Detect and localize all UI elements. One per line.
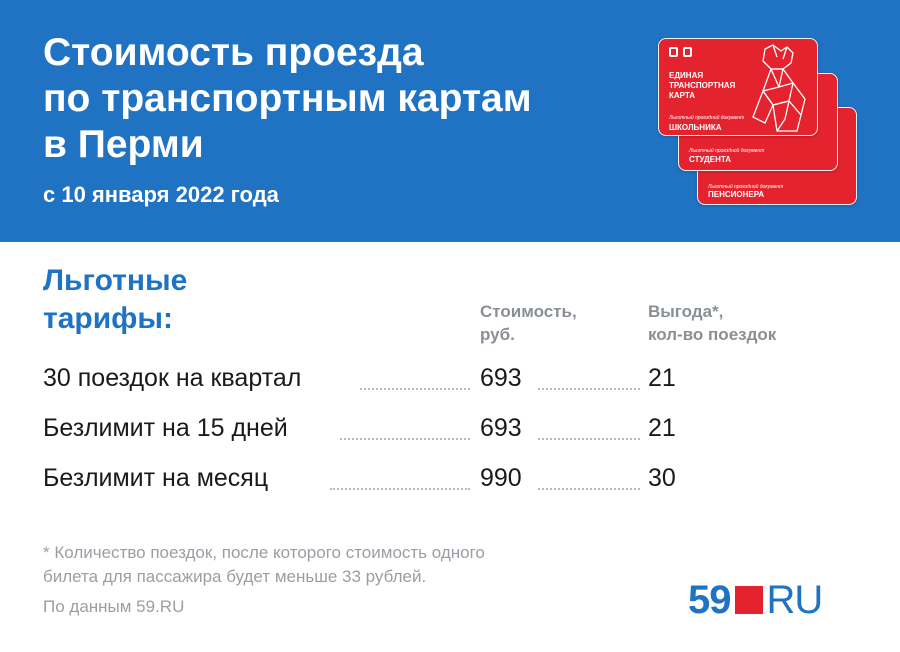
card-schoolchild: ЕДИНАЯ ТРАНСПОРТНАЯ КАРТА Льготный проез… — [658, 38, 818, 136]
bear-logo-icon — [752, 44, 806, 132]
header-banner: Стоимость проезда по транспортным картам… — [0, 0, 900, 242]
effective-date: с 10 января 2022 года — [43, 182, 279, 207]
card-schoolchild-label: ШКОЛЬНИКА — [669, 123, 722, 132]
leader-dots — [538, 388, 640, 390]
card-pensioner-label: ПЕНСИОНЕРА — [708, 190, 765, 199]
tariff-name: Безлимит на месяц — [43, 461, 275, 495]
leader-dots — [360, 388, 470, 390]
tariff-row: Безлимит на месяц 990 30 — [0, 461, 900, 501]
logo-square-icon — [734, 586, 763, 614]
leader-dots — [340, 438, 470, 440]
tariff-benefit: 21 — [648, 414, 676, 442]
title-line-3: в Перми — [43, 123, 204, 166]
card-student-small: Льготный проездной документ — [689, 148, 765, 154]
tariff-row: Безлимит на 15 дней 693 21 — [0, 411, 900, 451]
footnote-line-1: * Количество поездок, после которого сто… — [43, 543, 485, 562]
tariff-name: Безлимит на 15 дней — [43, 411, 294, 445]
logo-number: 59 — [688, 577, 731, 622]
card-student-label: СТУДЕНТА — [689, 155, 732, 164]
column-header-cost: Стоимость, руб. — [480, 300, 577, 346]
tariff-row: 30 поездок на квартал 693 21 — [0, 361, 900, 401]
tariff-name: 30 поездок на квартал — [43, 361, 308, 395]
title-line-1: Стоимость проезда — [43, 31, 424, 74]
page-title: Стоимость проезда по транспортным картам… — [43, 30, 643, 168]
tram-icon — [683, 47, 692, 57]
title-line-2: по транспортным картам — [43, 77, 532, 120]
tariff-benefit: 21 — [648, 364, 676, 392]
bus-icon — [669, 47, 678, 57]
column-header-cost-line-2: руб. — [480, 325, 515, 344]
leader-dots — [330, 488, 470, 490]
column-header-cost-line-1: Стоимость, — [480, 302, 577, 321]
leader-dots — [538, 488, 640, 490]
tariff-benefit: 30 — [648, 464, 676, 492]
leader-dots — [538, 438, 640, 440]
tariff-cost: 693 — [480, 364, 522, 392]
section-title-line-2: тарифы: — [43, 302, 174, 335]
logo-ru: RU — [766, 577, 824, 622]
card-schoolchild-top: ЕДИНАЯ ТРАНСПОРТНАЯ КАРТА — [669, 71, 736, 100]
column-header-benefit-line-2: кол-во поездок — [648, 325, 777, 344]
column-header-benefit: Выгода*, кол-во поездок — [648, 300, 776, 346]
source-note: По данным 59.RU — [43, 597, 185, 616]
tariff-cost: 693 — [480, 414, 522, 442]
tariff-cost: 990 — [480, 464, 522, 492]
column-header-benefit-line-1: Выгода*, — [648, 302, 724, 321]
section-title: Льготные тарифы: — [43, 262, 187, 338]
footnote: * Количество поездок, после которого сто… — [43, 541, 643, 589]
card-pensioner-small: Льготный проездной документ — [708, 184, 784, 190]
section-title-line-1: Льготные — [43, 264, 188, 297]
site-logo: 59 RU — [688, 577, 824, 622]
card-schoolchild-small: Льготный проездной документ — [669, 115, 745, 121]
footnote-line-2: билета для пассажира будет меньше 33 руб… — [43, 567, 427, 586]
